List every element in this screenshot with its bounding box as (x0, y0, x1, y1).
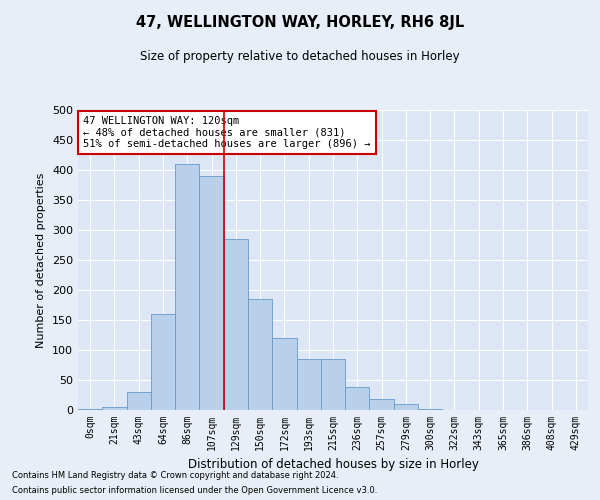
Bar (199, 176, 224, 410)
Bar (175, 164, 199, 410)
Bar (345, 387, 370, 410)
Bar (321, 359, 345, 410)
Bar (296, 359, 321, 410)
Bar (370, 399, 394, 410)
Bar (272, 338, 296, 410)
Bar (248, 299, 272, 410)
Bar (394, 404, 418, 410)
X-axis label: Distribution of detached houses by size in Horley: Distribution of detached houses by size … (188, 458, 478, 471)
Text: 47, WELLINGTON WAY, HORLEY, RH6 8JL: 47, WELLINGTON WAY, HORLEY, RH6 8JL (136, 15, 464, 30)
Text: 47 WELLINGTON WAY: 120sqm
← 48% of detached houses are smaller (831)
51% of semi: 47 WELLINGTON WAY: 120sqm ← 48% of detac… (83, 116, 371, 149)
Bar (127, 392, 151, 410)
Text: Contains HM Land Registry data © Crown copyright and database right 2024.: Contains HM Land Registry data © Crown c… (12, 471, 338, 480)
Text: Size of property relative to detached houses in Horley: Size of property relative to detached ho… (140, 50, 460, 63)
Bar (102, 407, 127, 410)
Text: Contains public sector information licensed under the Open Government Licence v3: Contains public sector information licen… (12, 486, 377, 495)
Y-axis label: Number of detached properties: Number of detached properties (37, 172, 46, 348)
Bar (224, 239, 248, 410)
Bar (151, 314, 175, 410)
Bar (78, 409, 102, 410)
